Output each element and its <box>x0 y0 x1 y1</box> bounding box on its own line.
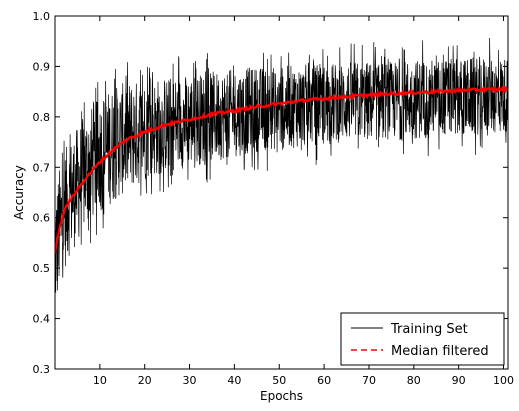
y-tick-label: 0.5 <box>33 262 51 275</box>
x-tick-label: 80 <box>407 374 421 387</box>
training-set-line <box>55 37 508 293</box>
y-tick-label: 0.6 <box>33 212 51 225</box>
legend-box <box>340 312 505 366</box>
x-tick-label: 70 <box>362 374 376 387</box>
y-tick-label: 0.4 <box>33 313 51 326</box>
x-tick-label: 100 <box>493 374 514 387</box>
plot-area <box>55 37 508 293</box>
x-tick-label: 60 <box>317 374 331 387</box>
legend-label: Median filtered <box>391 344 489 359</box>
x-tick-label: 30 <box>183 374 197 387</box>
x-tick-label: 10 <box>93 374 107 387</box>
y-tick-label: 0.3 <box>33 363 51 376</box>
legend-label: Training Set <box>390 322 468 337</box>
y-tick-label: 1.0 <box>33 10 51 23</box>
axes-frame <box>54 15 509 370</box>
x-tick-label: 90 <box>452 374 466 387</box>
y-tick-label: 0.8 <box>33 111 51 124</box>
y-axis-label: Accuracy <box>12 165 26 220</box>
y-tick-label: 0.7 <box>33 161 51 174</box>
axis-ticks: 10 20 30 40 50 60 70 80 90 100 0.3 0.4 0.5 0.6 0.7 0.8 0… <box>33 10 515 387</box>
x-axis-label: Epochs <box>260 389 303 403</box>
x-tick-label: 20 <box>138 374 152 387</box>
y-tick-label: 0.9 <box>33 60 51 73</box>
x-tick-label: 50 <box>272 374 286 387</box>
legend: Training Set Median filtered <box>340 312 505 366</box>
x-tick-label: 40 <box>227 374 241 387</box>
median-filtered-line <box>55 85 508 254</box>
